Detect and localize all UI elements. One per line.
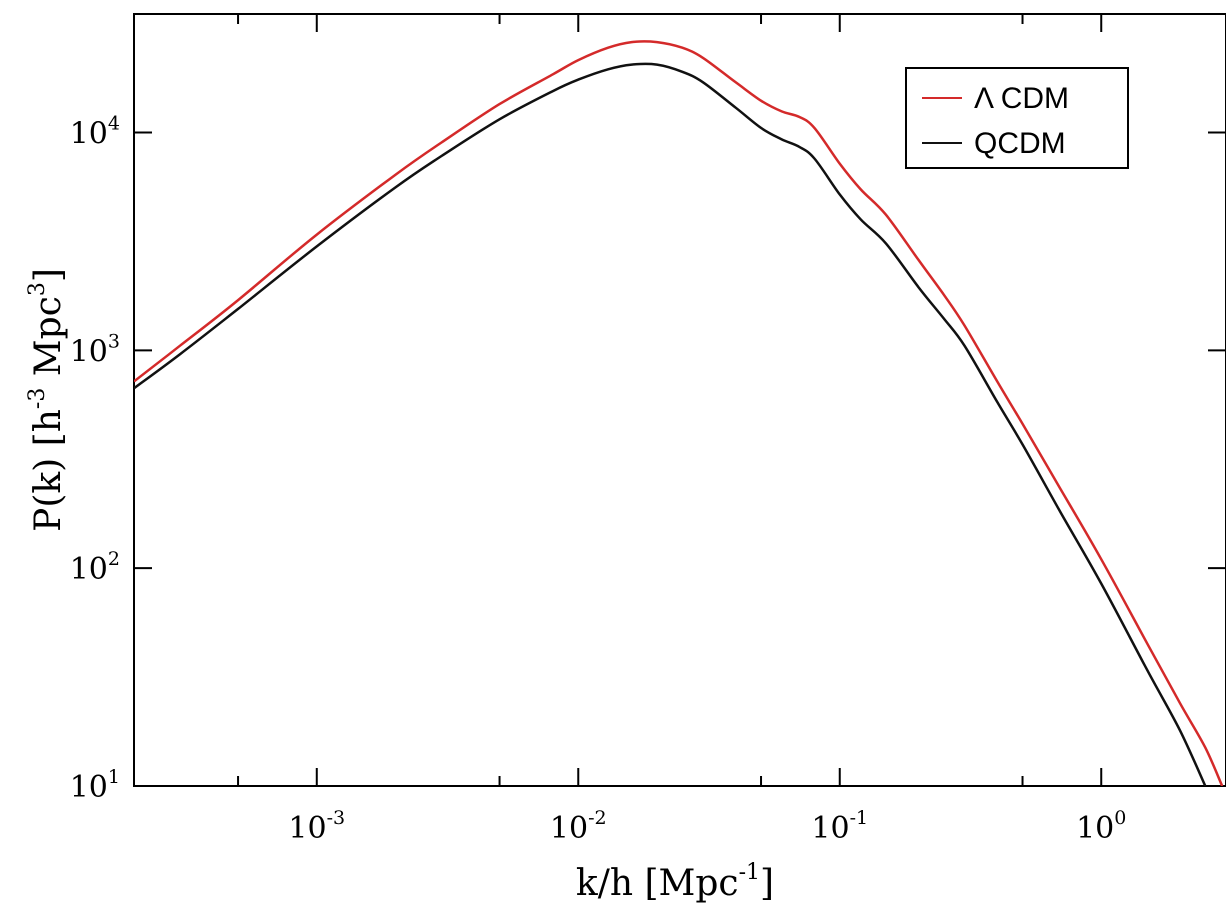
y-tick-label-exp: 4 <box>108 113 120 135</box>
legend-box <box>905 67 1129 169</box>
y-tick-label-base: 10 <box>70 552 108 587</box>
x-tick-label: 10-3 <box>288 807 345 846</box>
y-tick-label: 103 <box>70 330 120 369</box>
x-axis-title-sup: -1 <box>739 860 760 885</box>
x-tick-label-exp: -1 <box>850 807 869 829</box>
x-tick-label: 10-2 <box>550 807 607 846</box>
y-axis-title-sup2: 3 <box>25 282 50 296</box>
x-tick-label-base: 10 <box>811 811 849 846</box>
x-axis-title-main: k/h [Mpc <box>576 863 739 904</box>
series-line-lcdm <box>134 40 1224 786</box>
y-tick-label: 101 <box>70 766 120 805</box>
x-tick-label: 100 <box>1076 807 1126 846</box>
legend-label-lcdm: Λ CDM <box>974 82 1069 115</box>
x-tick-label: 10-1 <box>811 807 868 846</box>
x-axis-title: k/h [Mpc-1] <box>576 860 774 904</box>
y-axis-title-sup1: -3 <box>25 388 50 409</box>
x-tick-label-base: 10 <box>288 811 326 846</box>
y-axis-title-p3: ] <box>28 268 69 282</box>
y-axis-title-p2: Mpc <box>28 296 69 388</box>
legend: Λ CDM QCDM <box>905 67 1129 169</box>
legend-label-qcdm: QCDM <box>974 127 1066 160</box>
y-tick-label-base: 10 <box>70 334 108 369</box>
x-tick-label-exp: -2 <box>588 807 607 829</box>
y-axis-title-p1: P(k) [h <box>28 409 69 532</box>
x-tick-label-base: 10 <box>550 811 588 846</box>
axis-ticks <box>134 14 1226 787</box>
y-axis-title: P(k) [h-3 Mpc3] <box>25 268 69 532</box>
x-tick-label-exp: 0 <box>1114 807 1126 829</box>
y-tick-label-base: 10 <box>70 770 108 805</box>
series-layer <box>134 40 1224 786</box>
x-axis-title-tail: ] <box>760 863 774 904</box>
y-tick-label-exp: 2 <box>108 548 120 570</box>
y-tick-label-exp: 1 <box>108 766 120 788</box>
x-tick-label-base: 10 <box>1076 811 1114 846</box>
series-line-qcdm <box>134 62 1207 786</box>
x-tick-label-exp: -3 <box>327 807 346 829</box>
y-tick-label-base: 10 <box>70 117 108 152</box>
y-tick-label-exp: 3 <box>108 330 120 352</box>
y-tick-label: 102 <box>70 548 120 587</box>
y-tick-label: 104 <box>70 113 120 152</box>
plot-frame <box>133 13 1226 787</box>
